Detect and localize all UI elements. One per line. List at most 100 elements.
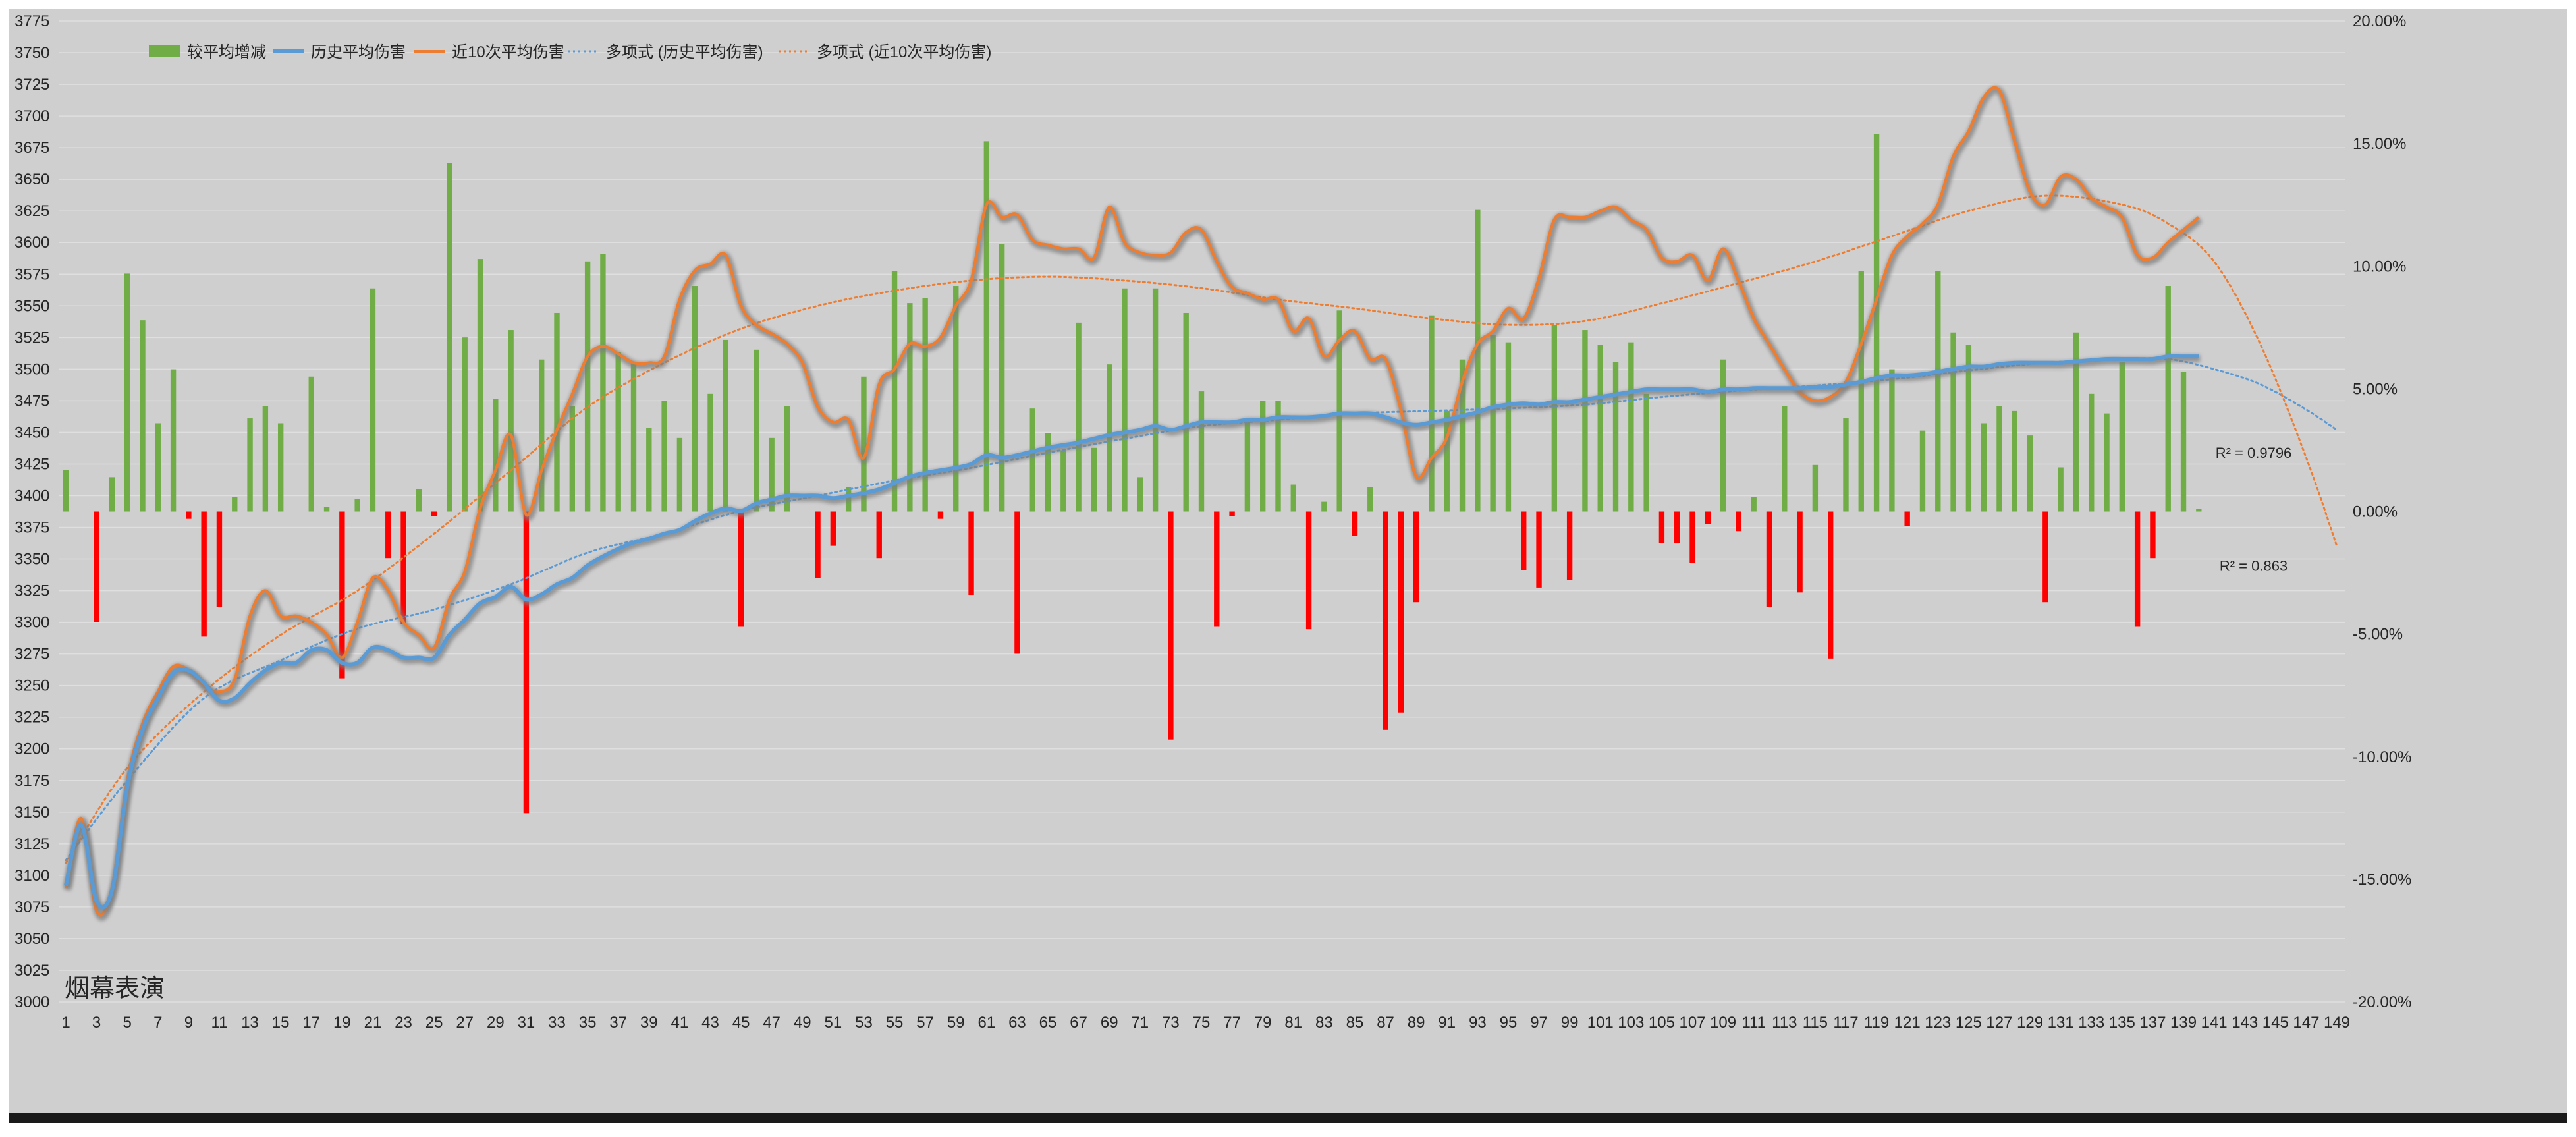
bar	[2027, 435, 2033, 512]
x-tick-label: 97	[1530, 1014, 1548, 1032]
bar	[140, 320, 146, 512]
legend-swatch-bar	[149, 45, 180, 57]
x-tick-label: 109	[1710, 1014, 1736, 1032]
bar	[1720, 359, 1726, 512]
bar	[953, 286, 959, 512]
bar	[539, 359, 545, 512]
bar	[339, 511, 345, 679]
x-tick-label: 11	[211, 1014, 228, 1032]
x-tick-label: 51	[825, 1014, 842, 1032]
bar	[600, 254, 606, 512]
bar	[508, 330, 514, 512]
x-tick-label: 39	[640, 1014, 658, 1032]
bar	[1444, 410, 1450, 512]
bar	[232, 497, 238, 512]
bar	[646, 428, 652, 512]
bar	[262, 406, 269, 512]
bar	[1505, 342, 1512, 512]
y-right-tick-label: -20.00%	[2353, 993, 2411, 1011]
bar	[692, 286, 698, 512]
bar	[1398, 511, 1404, 713]
bar	[968, 511, 974, 596]
x-tick-label: 147	[2293, 1014, 2319, 1032]
x-tick-label: 125	[1956, 1014, 1982, 1032]
bar	[999, 244, 1005, 512]
bar	[676, 437, 683, 512]
bar	[370, 288, 376, 512]
bar	[1475, 209, 1481, 512]
x-tick-label: 55	[886, 1014, 904, 1032]
y-left-tick-label: 3275	[14, 646, 49, 663]
bar	[1490, 335, 1496, 512]
bar	[2150, 511, 2156, 559]
bar	[1244, 418, 1251, 512]
x-tick-label: 13	[241, 1014, 259, 1032]
bar	[1736, 511, 1741, 532]
y-right-tick-label: -10.00%	[2353, 748, 2411, 766]
x-tick-label: 87	[1377, 1014, 1394, 1032]
x-tick-label: 29	[487, 1014, 505, 1032]
y-left-tick-label: 3250	[14, 677, 49, 695]
bar	[754, 349, 759, 512]
bar	[907, 303, 913, 512]
legend-label-recent: 近10次平均伤害	[452, 43, 564, 61]
bar	[1168, 511, 1174, 740]
plot-background	[9, 9, 2567, 1113]
bar	[2104, 413, 2110, 512]
bar	[1935, 271, 1941, 512]
x-tick-label: 77	[1223, 1014, 1241, 1032]
x-tick-label: 105	[1649, 1014, 1675, 1032]
bar	[707, 393, 713, 512]
x-tick-label: 17	[302, 1014, 320, 1032]
bar	[1352, 511, 1358, 536]
x-tick-label: 83	[1315, 1014, 1333, 1032]
bar	[2134, 511, 2141, 627]
x-tick-label: 33	[548, 1014, 566, 1032]
x-axis: 1 3 5 7 9 11 13 15 17 19 21 23 25 27 29 31 33 35 37 39 41 43 4…	[61, 1014, 2350, 1032]
x-tick-label: 149	[2324, 1014, 2350, 1032]
annotations: R² = 0.9796 R² = 0.863	[2216, 445, 2292, 574]
y-left-tick-label: 3450	[14, 424, 49, 441]
bar	[861, 376, 867, 512]
bar	[1797, 511, 1803, 593]
hist-trend-line	[65, 357, 2338, 862]
y-left-tick-label: 3625	[14, 202, 49, 220]
bar	[323, 507, 330, 512]
x-tick-label: 53	[855, 1014, 873, 1032]
x-tick-label: 127	[1986, 1014, 2012, 1032]
x-tick-label: 5	[123, 1014, 132, 1032]
bar	[400, 511, 406, 624]
bar	[2073, 332, 2079, 512]
y-right-tick-label: -5.00%	[2353, 626, 2403, 644]
y-left-tick-label: 3650	[14, 171, 49, 188]
bar	[1582, 330, 1588, 512]
bar	[1643, 393, 1649, 512]
bar	[922, 298, 928, 512]
y-left-tick-label: 3750	[14, 44, 49, 62]
bar	[477, 259, 483, 512]
bar	[1290, 484, 1296, 512]
bar	[1812, 464, 1819, 512]
bar	[1858, 271, 1864, 512]
bar	[1275, 401, 1281, 512]
bar	[1536, 511, 1542, 588]
y-left-tick-label: 3175	[14, 772, 49, 790]
x-tick-label: 73	[1162, 1014, 1180, 1032]
y-left-tick-label: 3350	[14, 551, 49, 568]
legend-label-hist-trend: 多项式 (历史平均伤害)	[606, 43, 763, 61]
bar	[1076, 322, 1082, 512]
bar	[784, 406, 790, 512]
y-left-tick-label: 3600	[14, 234, 49, 252]
x-tick-label: 67	[1070, 1014, 1087, 1032]
chart-title: 烟幕表演	[65, 974, 165, 1003]
x-tick-label: 1	[61, 1014, 70, 1032]
y-left-tick-label: 3025	[14, 962, 49, 980]
bar	[63, 470, 69, 512]
x-tick-label: 117	[1833, 1014, 1858, 1032]
line-series	[63, 86, 2203, 921]
bar	[1521, 511, 1527, 570]
x-tick-label: 25	[425, 1014, 443, 1032]
x-tick-label: 89	[1408, 1014, 1425, 1032]
x-tick-label: 121	[1894, 1014, 1921, 1032]
bar	[1827, 511, 1834, 659]
